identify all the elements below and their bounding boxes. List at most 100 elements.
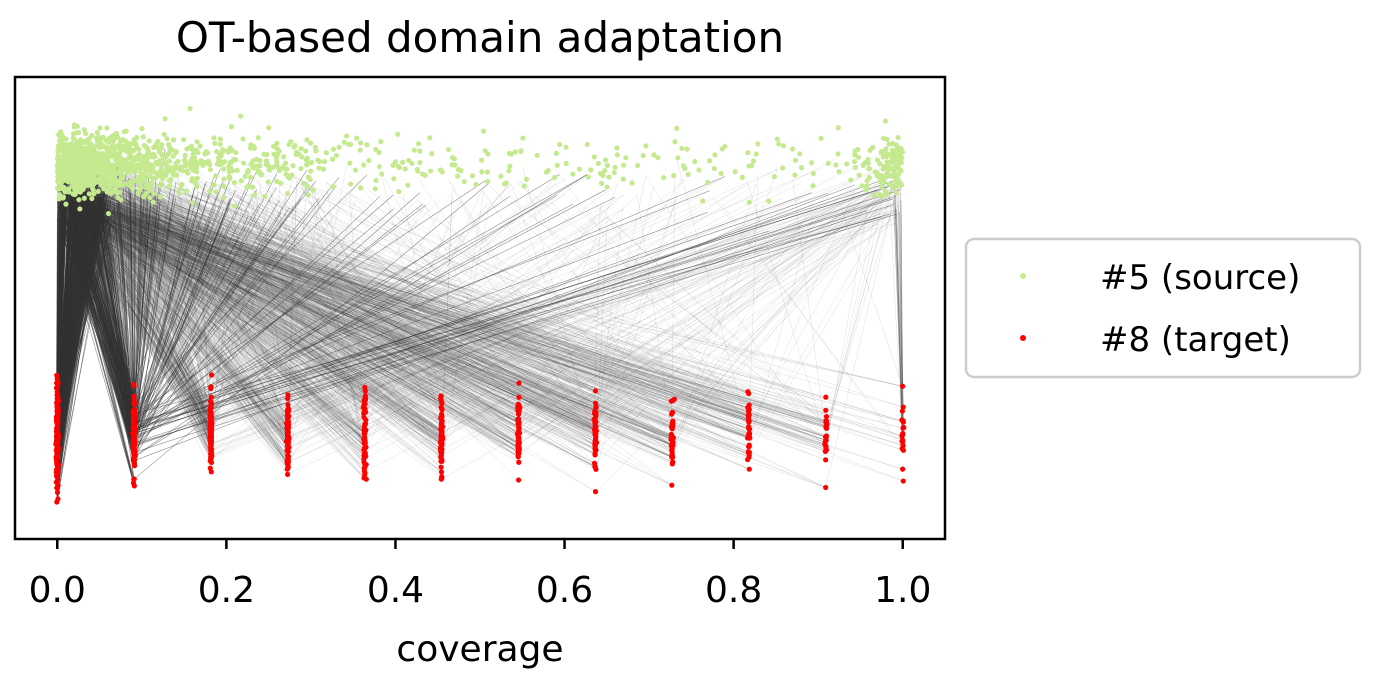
source-point (195, 176, 200, 181)
source-point (875, 157, 880, 162)
source-point (56, 153, 61, 158)
source-point (136, 191, 141, 196)
source-point (285, 191, 290, 196)
source-point (897, 180, 902, 185)
source-point (57, 138, 62, 143)
source-point (518, 148, 523, 153)
source-point (87, 191, 92, 196)
source-point (238, 114, 243, 119)
source-point (63, 136, 68, 141)
source-point (524, 177, 529, 182)
source-point (146, 162, 151, 167)
source-point (306, 175, 311, 180)
source-point (57, 177, 62, 182)
source-point (373, 186, 378, 191)
source-point (296, 151, 301, 156)
target-point (747, 452, 752, 457)
source-point (485, 179, 490, 184)
source-point (245, 170, 250, 175)
source-point (125, 144, 130, 149)
target-point (516, 460, 521, 465)
target-point (285, 459, 290, 464)
source-point (257, 163, 262, 168)
source-point (852, 159, 857, 164)
source-point (97, 152, 102, 157)
source-point (163, 154, 168, 159)
source-point (598, 171, 603, 176)
target-point (669, 425, 674, 430)
source-point (881, 136, 886, 141)
source-point (712, 166, 717, 171)
source-point (844, 161, 849, 166)
source-point (173, 161, 178, 166)
source-point (898, 157, 903, 162)
source-point (181, 137, 186, 142)
source-point (772, 174, 777, 179)
source-point (588, 167, 593, 172)
source-point (266, 125, 271, 130)
source-point (354, 136, 359, 141)
source-point (218, 142, 223, 147)
source-point (62, 166, 67, 171)
source-point (522, 183, 527, 188)
source-point (84, 173, 89, 178)
source-point (221, 184, 226, 189)
target-point (823, 449, 828, 454)
source-point (112, 154, 117, 159)
source-point (141, 172, 146, 177)
source-point (347, 161, 352, 166)
target-point (670, 459, 675, 464)
source-point (308, 141, 313, 146)
source-point (455, 174, 460, 179)
x-tick-label: 0.0 (29, 570, 86, 611)
source-point (76, 197, 81, 202)
source-point (212, 141, 217, 146)
source-point (890, 166, 895, 171)
target-point (439, 414, 444, 419)
source-point (281, 154, 286, 159)
target-point (208, 429, 213, 434)
source-point (194, 184, 199, 189)
source-point (552, 175, 557, 180)
source-point (397, 165, 402, 170)
source-point (91, 191, 96, 196)
target-point (823, 485, 828, 490)
target-point (900, 439, 905, 444)
source-point (101, 161, 106, 166)
source-point (450, 162, 455, 167)
source-point (390, 163, 395, 168)
target-point (516, 447, 521, 452)
source-point (131, 148, 136, 153)
source-point (605, 163, 610, 168)
source-point (75, 178, 80, 183)
source-point (251, 158, 256, 163)
target-point (209, 395, 214, 400)
target-point (361, 415, 366, 420)
source-point (211, 182, 216, 187)
source-point (586, 174, 591, 179)
source-point (781, 143, 786, 148)
source-point (364, 142, 369, 147)
source-point (132, 178, 137, 183)
source-point (563, 145, 568, 150)
target-point (517, 430, 522, 435)
source-point (290, 163, 295, 168)
target-point (131, 456, 136, 461)
source-point (72, 153, 77, 158)
source-point (256, 168, 261, 173)
source-point (864, 183, 869, 188)
source-point (391, 176, 396, 181)
target-point (438, 459, 443, 464)
source-point (836, 125, 841, 130)
transport-line (672, 193, 901, 413)
source-point (63, 189, 68, 194)
source-point (184, 146, 189, 151)
target-point (55, 447, 60, 452)
source-point (159, 142, 164, 147)
source-point (733, 169, 738, 174)
source-point (675, 155, 680, 160)
source-point (298, 166, 303, 171)
source-point (570, 172, 575, 177)
source-point (299, 146, 304, 151)
